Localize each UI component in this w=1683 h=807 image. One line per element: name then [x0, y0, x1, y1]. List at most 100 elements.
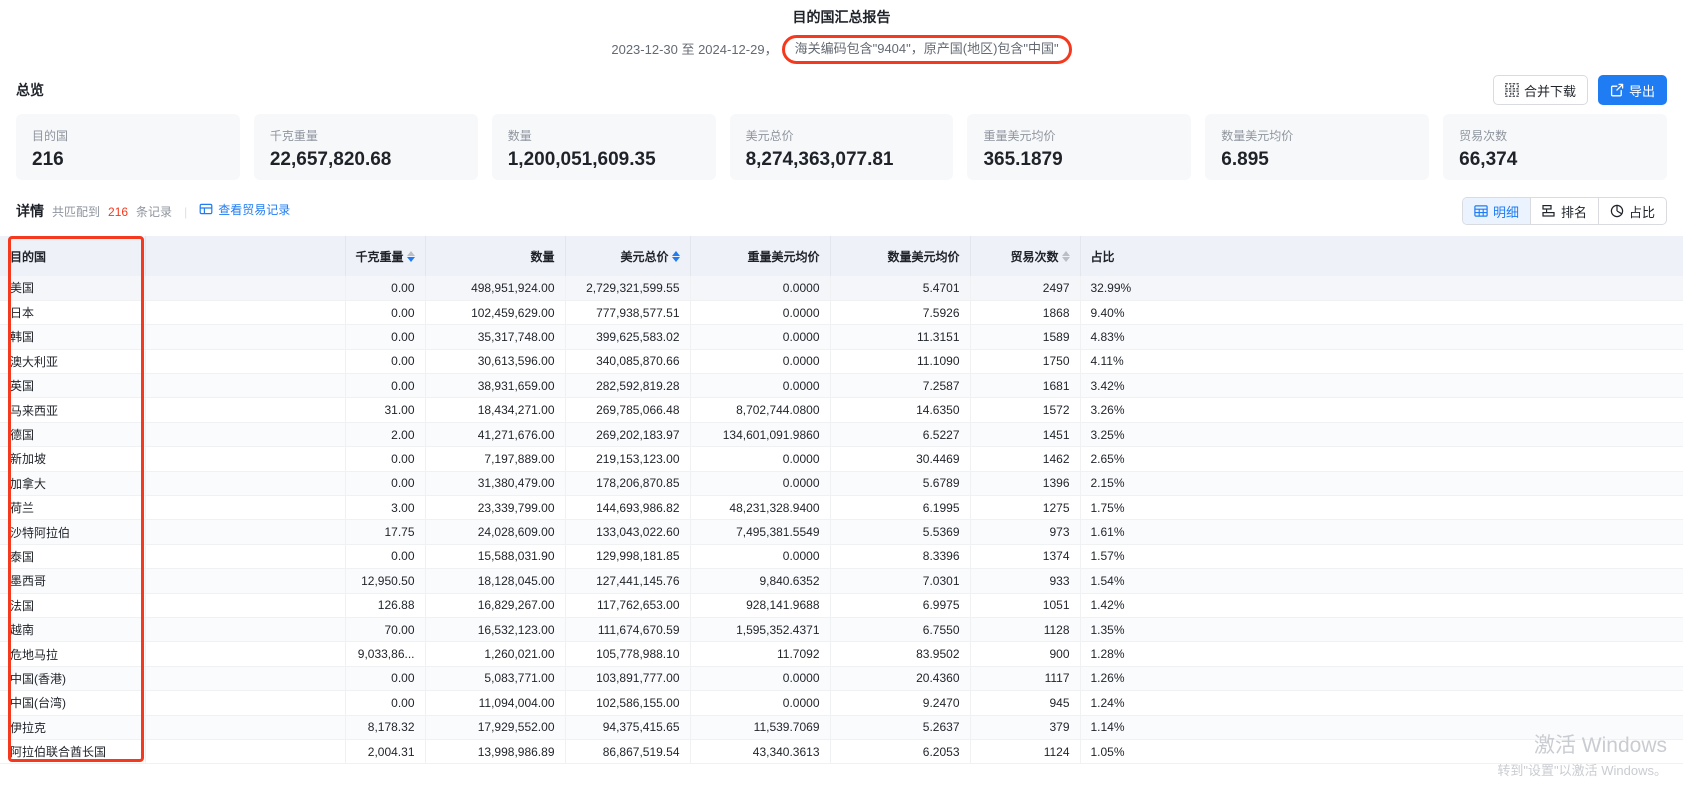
cell-usd-total: 2,729,321,599.55	[565, 276, 691, 301]
cell-kg-weight: 31.00	[345, 397, 426, 423]
column-header-label: 数量美元均价	[887, 249, 960, 264]
table-row[interactable]: 危地马拉 9,033,86... 1,260,021.00 105,778,988.1…	[0, 641, 1683, 667]
cell-share: 9.40%	[1080, 300, 1683, 326]
cell-quantity: 102,459,629.00	[425, 300, 566, 326]
table-body: 美国 0.00 498,951,924.00 2,729,321,599.55 0.00…	[0, 276, 1683, 765]
cell-usd-total: 340,085,870.66	[565, 349, 691, 375]
table-row[interactable]: 墨西哥 12,950.50 18,128,045.00 127,441,145.76 9…	[0, 568, 1683, 594]
table-row[interactable]: 法国 126.88 16,829,267.00 117,762,653.00 928,1…	[0, 593, 1683, 618]
cell-usd-per-weight: 9,840.6352	[690, 568, 831, 594]
table-icon	[1474, 204, 1488, 218]
cell-trade-count: 1589	[970, 324, 1081, 350]
table-row[interactable]: 新加坡 0.00 7,197,889.00 219,153,123.00 0.0000 3…	[0, 446, 1683, 472]
column-header-label: 重量美元均价	[747, 249, 820, 264]
cell-usd-total: 269,785,066.48	[565, 397, 691, 423]
view-trade-records-link[interactable]: 查看贸易记录	[199, 201, 290, 218]
cell-share: 1.42%	[1080, 593, 1683, 618]
kpi-label: 千克重量	[269, 129, 318, 143]
table-row[interactable]: 越南 70.00 16,532,123.00 111,674,670.59 1,595,…	[0, 617, 1683, 643]
report-date-range: 2023-12-30 至 2024-12-29，	[611, 41, 778, 57]
cell-spacer	[145, 739, 346, 765]
column-header-kg-weight[interactable]: 千克重量	[345, 236, 426, 276]
table-row[interactable]: 英国 0.00 38,931,659.00 282,592,819.28 0.0000 7…	[0, 373, 1683, 399]
filter-condition-highlight: 海关编码包含"9404"，原产国(地区)包含"中国"	[781, 35, 1072, 64]
tab-ranking[interactable]: 排名	[1531, 198, 1599, 224]
merge-download-button[interactable]: 合并下载	[1492, 75, 1588, 105]
column-header-spacer	[145, 236, 346, 276]
table-row[interactable]: 中国(香港) 0.00 5,083,771.00 103,891,777.00 0.00…	[0, 666, 1683, 692]
cell-spacer	[145, 544, 346, 570]
table-row[interactable]: 伊拉克 8,178.32 17,929,552.00 94,375,415.65 11,…	[0, 715, 1683, 740]
table-row[interactable]: 阿拉伯联合酋长国 2,004.31 13,998,986.89 86,867,519.…	[0, 739, 1683, 765]
cell-kg-weight: 0.00	[345, 544, 426, 570]
cell-usd-per-weight: 0.0000	[690, 373, 831, 399]
cell-share: 1.54%	[1080, 568, 1683, 594]
cell-usd-per-weight: 0.0000	[690, 276, 831, 301]
table-row[interactable]: 沙特阿拉伯 17.75 24,028,609.00 133,043,022.60 7,4…	[0, 519, 1683, 545]
cell-usd-per-quantity: 6.5227	[830, 422, 971, 448]
tab-ranking-label: 排名	[1560, 204, 1587, 220]
cell-usd-per-quantity: 20.4360	[830, 666, 971, 692]
cell-quantity: 41,271,676.00	[425, 422, 566, 448]
cell-share: 1.35%	[1080, 617, 1683, 643]
cell-quantity: 15,588,031.90	[425, 544, 566, 570]
cell-usd-total: 269,202,183.97	[565, 422, 691, 448]
cell-usd-per-weight: 11,539.7069	[690, 715, 831, 740]
tab-detail[interactable]: 明细	[1462, 198, 1531, 224]
cell-country: 澳大利亚	[0, 349, 146, 375]
cell-share: 2.65%	[1080, 446, 1683, 472]
column-header-quantity: 数量	[425, 236, 566, 276]
table-row[interactable]: 荷兰 3.00 23,339,799.00 144,693,986.82 48,231,…	[0, 495, 1683, 521]
table-row[interactable]: 中国(台湾) 0.00 11,094,004.00 102,586,155.00 0.0…	[0, 690, 1683, 716]
cell-trade-count: 2497	[970, 276, 1081, 301]
table-row[interactable]: 美国 0.00 498,951,924.00 2,729,321,599.55 0.00…	[0, 276, 1683, 301]
cell-quantity: 18,128,045.00	[425, 568, 566, 594]
table-row[interactable]: 澳大利亚 0.00 30,613,596.00 340,085,870.66 0.000…	[0, 349, 1683, 375]
cell-country: 越南	[0, 617, 146, 643]
cell-usd-total: 102,586,155.00	[565, 690, 691, 716]
column-header-label: 数量	[530, 249, 555, 264]
cell-kg-weight: 9,033,86...	[345, 641, 426, 667]
sort-toggle-icon[interactable]	[406, 250, 415, 262]
column-header-country: 目的国	[0, 236, 146, 276]
column-header-usd-per-weight: 重量美元均价	[690, 236, 831, 276]
cell-country: 韩国	[0, 324, 146, 350]
tab-share[interactable]: 占比	[1599, 198, 1666, 224]
kpi-value: 22,657,820.68	[269, 149, 392, 170]
cell-usd-total: 133,043,022.60	[565, 519, 691, 545]
cell-kg-weight: 0.00	[345, 349, 426, 375]
cell-trade-count: 1868	[970, 300, 1081, 326]
cell-country: 荷兰	[0, 495, 146, 521]
kpi-label: 重量美元均价	[983, 129, 1056, 143]
table-row[interactable]: 德国 2.00 41,271,676.00 269,202,183.97 134,601…	[0, 422, 1683, 448]
table-row[interactable]: 马来西亚 31.00 18,434,271.00 269,785,066.48 8,70…	[0, 397, 1683, 423]
cell-share: 3.25%	[1080, 422, 1683, 448]
cell-quantity: 30,613,596.00	[425, 349, 566, 375]
export-button[interactable]: 导出	[1597, 75, 1667, 105]
cell-share: 4.11%	[1080, 349, 1683, 375]
export-icon	[1610, 83, 1624, 97]
table-row[interactable]: 加拿大 0.00 31,380,479.00 178,206,870.85 0.0000…	[0, 471, 1683, 497]
cell-share: 2.15%	[1080, 471, 1683, 497]
cell-usd-total: 86,867,519.54	[565, 739, 691, 765]
cell-usd-per-weight: 0.0000	[690, 544, 831, 570]
kpi-label: 数量美元均价	[1221, 129, 1294, 143]
sort-toggle-icon[interactable]	[1061, 250, 1070, 262]
column-header-trade-count[interactable]: 贸易次数	[970, 236, 1081, 276]
column-header-label: 美元总价	[620, 249, 669, 264]
table-row[interactable]: 泰国 0.00 15,588,031.90 129,998,181.85 0.0000 8…	[0, 544, 1683, 570]
cell-usd-per-weight: 0.0000	[690, 349, 831, 375]
cell-country: 法国	[0, 593, 146, 618]
overview-section-bar: 总览 合并下载 导出	[0, 75, 1683, 105]
cell-usd-total: 103,891,777.00	[565, 666, 691, 692]
table-row[interactable]: 韩国 0.00 35,317,748.00 399,625,583.02 0.0000 1…	[0, 324, 1683, 350]
cell-spacer	[145, 349, 346, 375]
cell-share: 1.26%	[1080, 666, 1683, 692]
sort-toggle-icon[interactable]	[671, 250, 680, 262]
cell-kg-weight: 17.75	[345, 519, 426, 545]
table-row[interactable]: 日本 0.00 102,459,629.00 777,938,577.51 0.0000…	[0, 300, 1683, 326]
column-header-usd-total[interactable]: 美元总价	[565, 236, 691, 276]
cell-share: 3.42%	[1080, 373, 1683, 399]
cell-kg-weight: 126.88	[345, 593, 426, 618]
cell-country: 日本	[0, 300, 146, 326]
